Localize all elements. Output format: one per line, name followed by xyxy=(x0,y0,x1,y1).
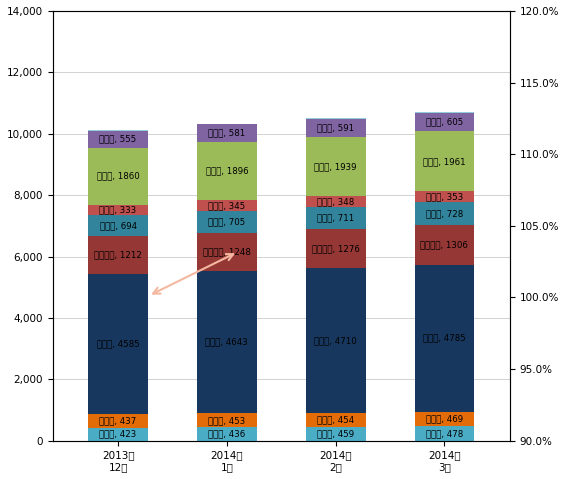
Text: 埼玉県, 459: 埼玉県, 459 xyxy=(317,429,354,438)
Text: 京都府, 348: 京都府, 348 xyxy=(317,197,354,206)
Text: 埼玉県, 436: 埼玉県, 436 xyxy=(208,430,246,439)
Bar xyxy=(88,148,148,205)
Text: 兵庫県, 605: 兵庫県, 605 xyxy=(426,117,463,126)
Bar xyxy=(88,205,148,215)
Bar xyxy=(88,215,148,236)
Bar xyxy=(414,265,474,411)
Bar xyxy=(88,274,148,414)
Bar xyxy=(88,130,148,131)
Text: 神奈川県, 1248: 神奈川県, 1248 xyxy=(203,247,251,256)
Text: 東京都, 4785: 東京都, 4785 xyxy=(423,334,466,342)
Text: 千葉県, 454: 千葉県, 454 xyxy=(317,415,354,424)
Bar xyxy=(414,131,474,192)
Text: 大阪府, 1860: 大阪府, 1860 xyxy=(97,172,139,181)
Text: 京都府, 353: 京都府, 353 xyxy=(426,193,463,201)
Text: 愛知県, 705: 愛知県, 705 xyxy=(208,217,246,226)
Bar xyxy=(197,142,257,200)
Bar xyxy=(197,233,257,271)
Bar xyxy=(414,202,474,225)
Bar xyxy=(88,131,148,148)
Bar xyxy=(197,427,257,441)
Text: 大阪府, 1961: 大阪府, 1961 xyxy=(423,157,466,166)
Text: 東京都, 4710: 東京都, 4710 xyxy=(314,336,357,345)
Bar xyxy=(306,268,366,413)
Text: 京都府, 345: 京都府, 345 xyxy=(208,201,246,210)
Text: 神奈川県, 1212: 神奈川県, 1212 xyxy=(94,251,142,260)
Bar xyxy=(414,411,474,426)
Bar xyxy=(306,427,366,441)
Bar xyxy=(414,112,474,113)
Bar xyxy=(414,192,474,202)
Bar xyxy=(88,236,148,274)
Text: 大阪府, 1939: 大阪府, 1939 xyxy=(314,162,357,171)
Bar xyxy=(414,225,474,265)
Bar xyxy=(197,200,257,211)
Bar xyxy=(197,413,257,427)
Text: 兵庫県, 555: 兵庫県, 555 xyxy=(100,135,137,144)
Bar xyxy=(197,211,257,233)
Bar xyxy=(306,119,366,137)
Text: 神奈川県, 1306: 神奈川県, 1306 xyxy=(421,240,469,249)
Bar xyxy=(88,428,148,441)
Bar xyxy=(414,426,474,441)
Bar xyxy=(306,413,366,427)
Text: 兵庫県, 581: 兵庫県, 581 xyxy=(208,129,246,138)
Text: 東京都, 4643: 東京都, 4643 xyxy=(205,338,248,347)
Bar xyxy=(88,414,148,428)
Bar xyxy=(306,118,366,119)
Text: 埼玉県, 478: 埼玉県, 478 xyxy=(426,429,463,438)
Text: 埼玉県, 423: 埼玉県, 423 xyxy=(100,430,137,439)
Text: 千葉県, 453: 千葉県, 453 xyxy=(208,416,246,425)
Bar xyxy=(197,124,257,125)
Bar xyxy=(306,196,366,207)
Bar xyxy=(306,207,366,229)
Text: 千葉県, 469: 千葉県, 469 xyxy=(426,414,463,423)
Bar xyxy=(197,125,257,142)
Text: 大阪府, 1896: 大阪府, 1896 xyxy=(205,167,248,176)
Text: 東京都, 4585: 東京都, 4585 xyxy=(97,340,139,348)
Text: 兵庫県, 591: 兵庫県, 591 xyxy=(317,123,354,132)
Text: 千葉県, 437: 千葉県, 437 xyxy=(100,417,137,425)
Text: 愛知県, 694: 愛知県, 694 xyxy=(100,221,136,230)
Bar xyxy=(306,137,366,196)
Text: 愛知県, 711: 愛知県, 711 xyxy=(317,214,354,223)
Bar xyxy=(414,113,474,131)
Text: 愛知県, 728: 愛知県, 728 xyxy=(426,209,463,218)
Bar xyxy=(306,229,366,268)
Text: 京都府, 333: 京都府, 333 xyxy=(100,205,137,215)
Bar xyxy=(197,271,257,413)
Text: 神奈川県, 1276: 神奈川県, 1276 xyxy=(312,244,359,253)
